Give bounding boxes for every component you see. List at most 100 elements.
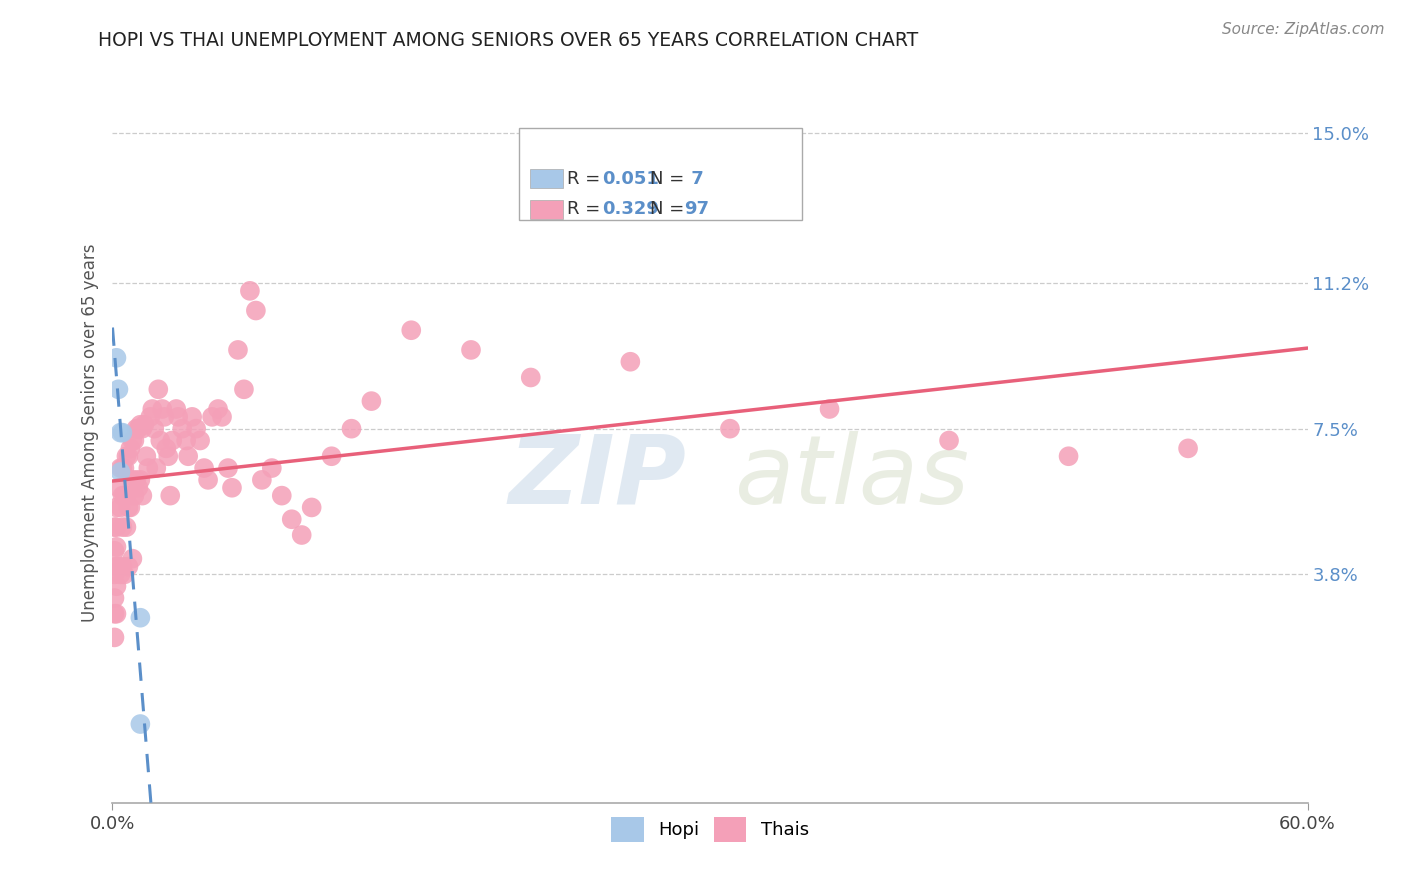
Point: [131, 489, 153, 503]
Point: [110, 461, 132, 475]
Point: [167, 409, 190, 424]
Point: [520, 370, 543, 384]
Text: HOPI VS THAI UNEMPLOYMENT AMONG SENIORS OVER 65 YEARS CORRELATION CHART: HOPI VS THAI UNEMPLOYMENT AMONG SENIORS …: [98, 31, 918, 50]
Point: [149, 434, 172, 448]
Point: [186, 422, 208, 436]
Point: [138, 461, 160, 475]
Point: [103, 591, 125, 605]
Point: [172, 422, 194, 436]
Point: [207, 402, 229, 417]
Text: 0.051: 0.051: [602, 169, 658, 187]
Text: R =: R =: [567, 200, 606, 219]
Point: [401, 323, 423, 337]
Text: atlas: atlas: [734, 431, 969, 524]
Point: [120, 500, 142, 515]
Point: [217, 461, 239, 475]
Point: [111, 425, 134, 440]
Point: [127, 422, 149, 436]
Point: [197, 473, 219, 487]
Point: [129, 610, 152, 624]
Point: [115, 449, 138, 463]
Point: [460, 343, 482, 357]
Point: [134, 417, 156, 432]
Point: [260, 461, 283, 475]
Point: [110, 425, 132, 440]
Point: [157, 449, 180, 463]
Point: [281, 512, 304, 526]
Point: [619, 355, 641, 369]
Point: [120, 442, 142, 456]
Text: N =: N =: [650, 200, 690, 219]
Point: [135, 449, 157, 463]
Point: [103, 543, 125, 558]
Point: [105, 520, 128, 534]
Point: [321, 449, 343, 463]
Point: [117, 559, 139, 574]
Point: [105, 351, 128, 365]
Point: [143, 422, 166, 436]
Point: [211, 409, 233, 424]
Point: [148, 382, 170, 396]
Text: N =: N =: [650, 169, 690, 187]
Point: [250, 473, 273, 487]
Point: [103, 520, 125, 534]
Point: [111, 520, 134, 534]
Point: [111, 461, 134, 475]
Point: [114, 567, 135, 582]
Point: [239, 284, 262, 298]
Point: [103, 607, 125, 621]
Point: [360, 394, 382, 409]
Y-axis label: Unemployment Among Seniors over 65 years: Unemployment Among Seniors over 65 years: [80, 244, 98, 622]
Point: [150, 402, 173, 417]
Point: [117, 500, 139, 515]
Point: [103, 567, 125, 582]
Point: [245, 303, 267, 318]
Point: [159, 489, 181, 503]
Point: [117, 449, 139, 463]
Point: [107, 481, 129, 495]
Point: [129, 717, 152, 731]
Point: [165, 402, 187, 417]
Point: [340, 422, 363, 436]
Point: [111, 559, 134, 574]
Point: [201, 409, 224, 424]
Point: [115, 520, 138, 534]
Point: [107, 382, 129, 396]
Text: R =: R =: [567, 169, 606, 187]
Point: [177, 449, 200, 463]
Legend: Hopi, Thais: Hopi, Thais: [605, 809, 815, 849]
Point: [125, 422, 148, 436]
Point: [110, 465, 132, 479]
Text: 97: 97: [685, 200, 710, 219]
Point: [114, 489, 135, 503]
Point: [718, 422, 741, 436]
Point: [107, 559, 129, 574]
Point: [124, 489, 146, 503]
Point: [114, 461, 135, 475]
Point: [105, 540, 128, 554]
Point: [131, 422, 153, 436]
Text: Source: ZipAtlas.com: Source: ZipAtlas.com: [1222, 22, 1385, 37]
Point: [129, 473, 152, 487]
Point: [121, 434, 143, 448]
Point: [226, 343, 249, 357]
Point: [111, 489, 134, 503]
Point: [291, 528, 314, 542]
Point: [105, 500, 128, 515]
Point: [139, 409, 162, 424]
Point: [1177, 442, 1199, 456]
Text: 7: 7: [685, 169, 703, 187]
Text: ZIP: ZIP: [508, 431, 686, 524]
Point: [129, 417, 152, 432]
Point: [125, 473, 148, 487]
Point: [141, 402, 163, 417]
Point: [174, 434, 197, 448]
Point: [103, 631, 125, 645]
Point: [233, 382, 256, 396]
Point: [155, 442, 177, 456]
Point: [124, 434, 146, 448]
Point: [221, 481, 243, 495]
Point: [105, 607, 128, 621]
Point: [110, 567, 132, 582]
Point: [818, 402, 841, 417]
